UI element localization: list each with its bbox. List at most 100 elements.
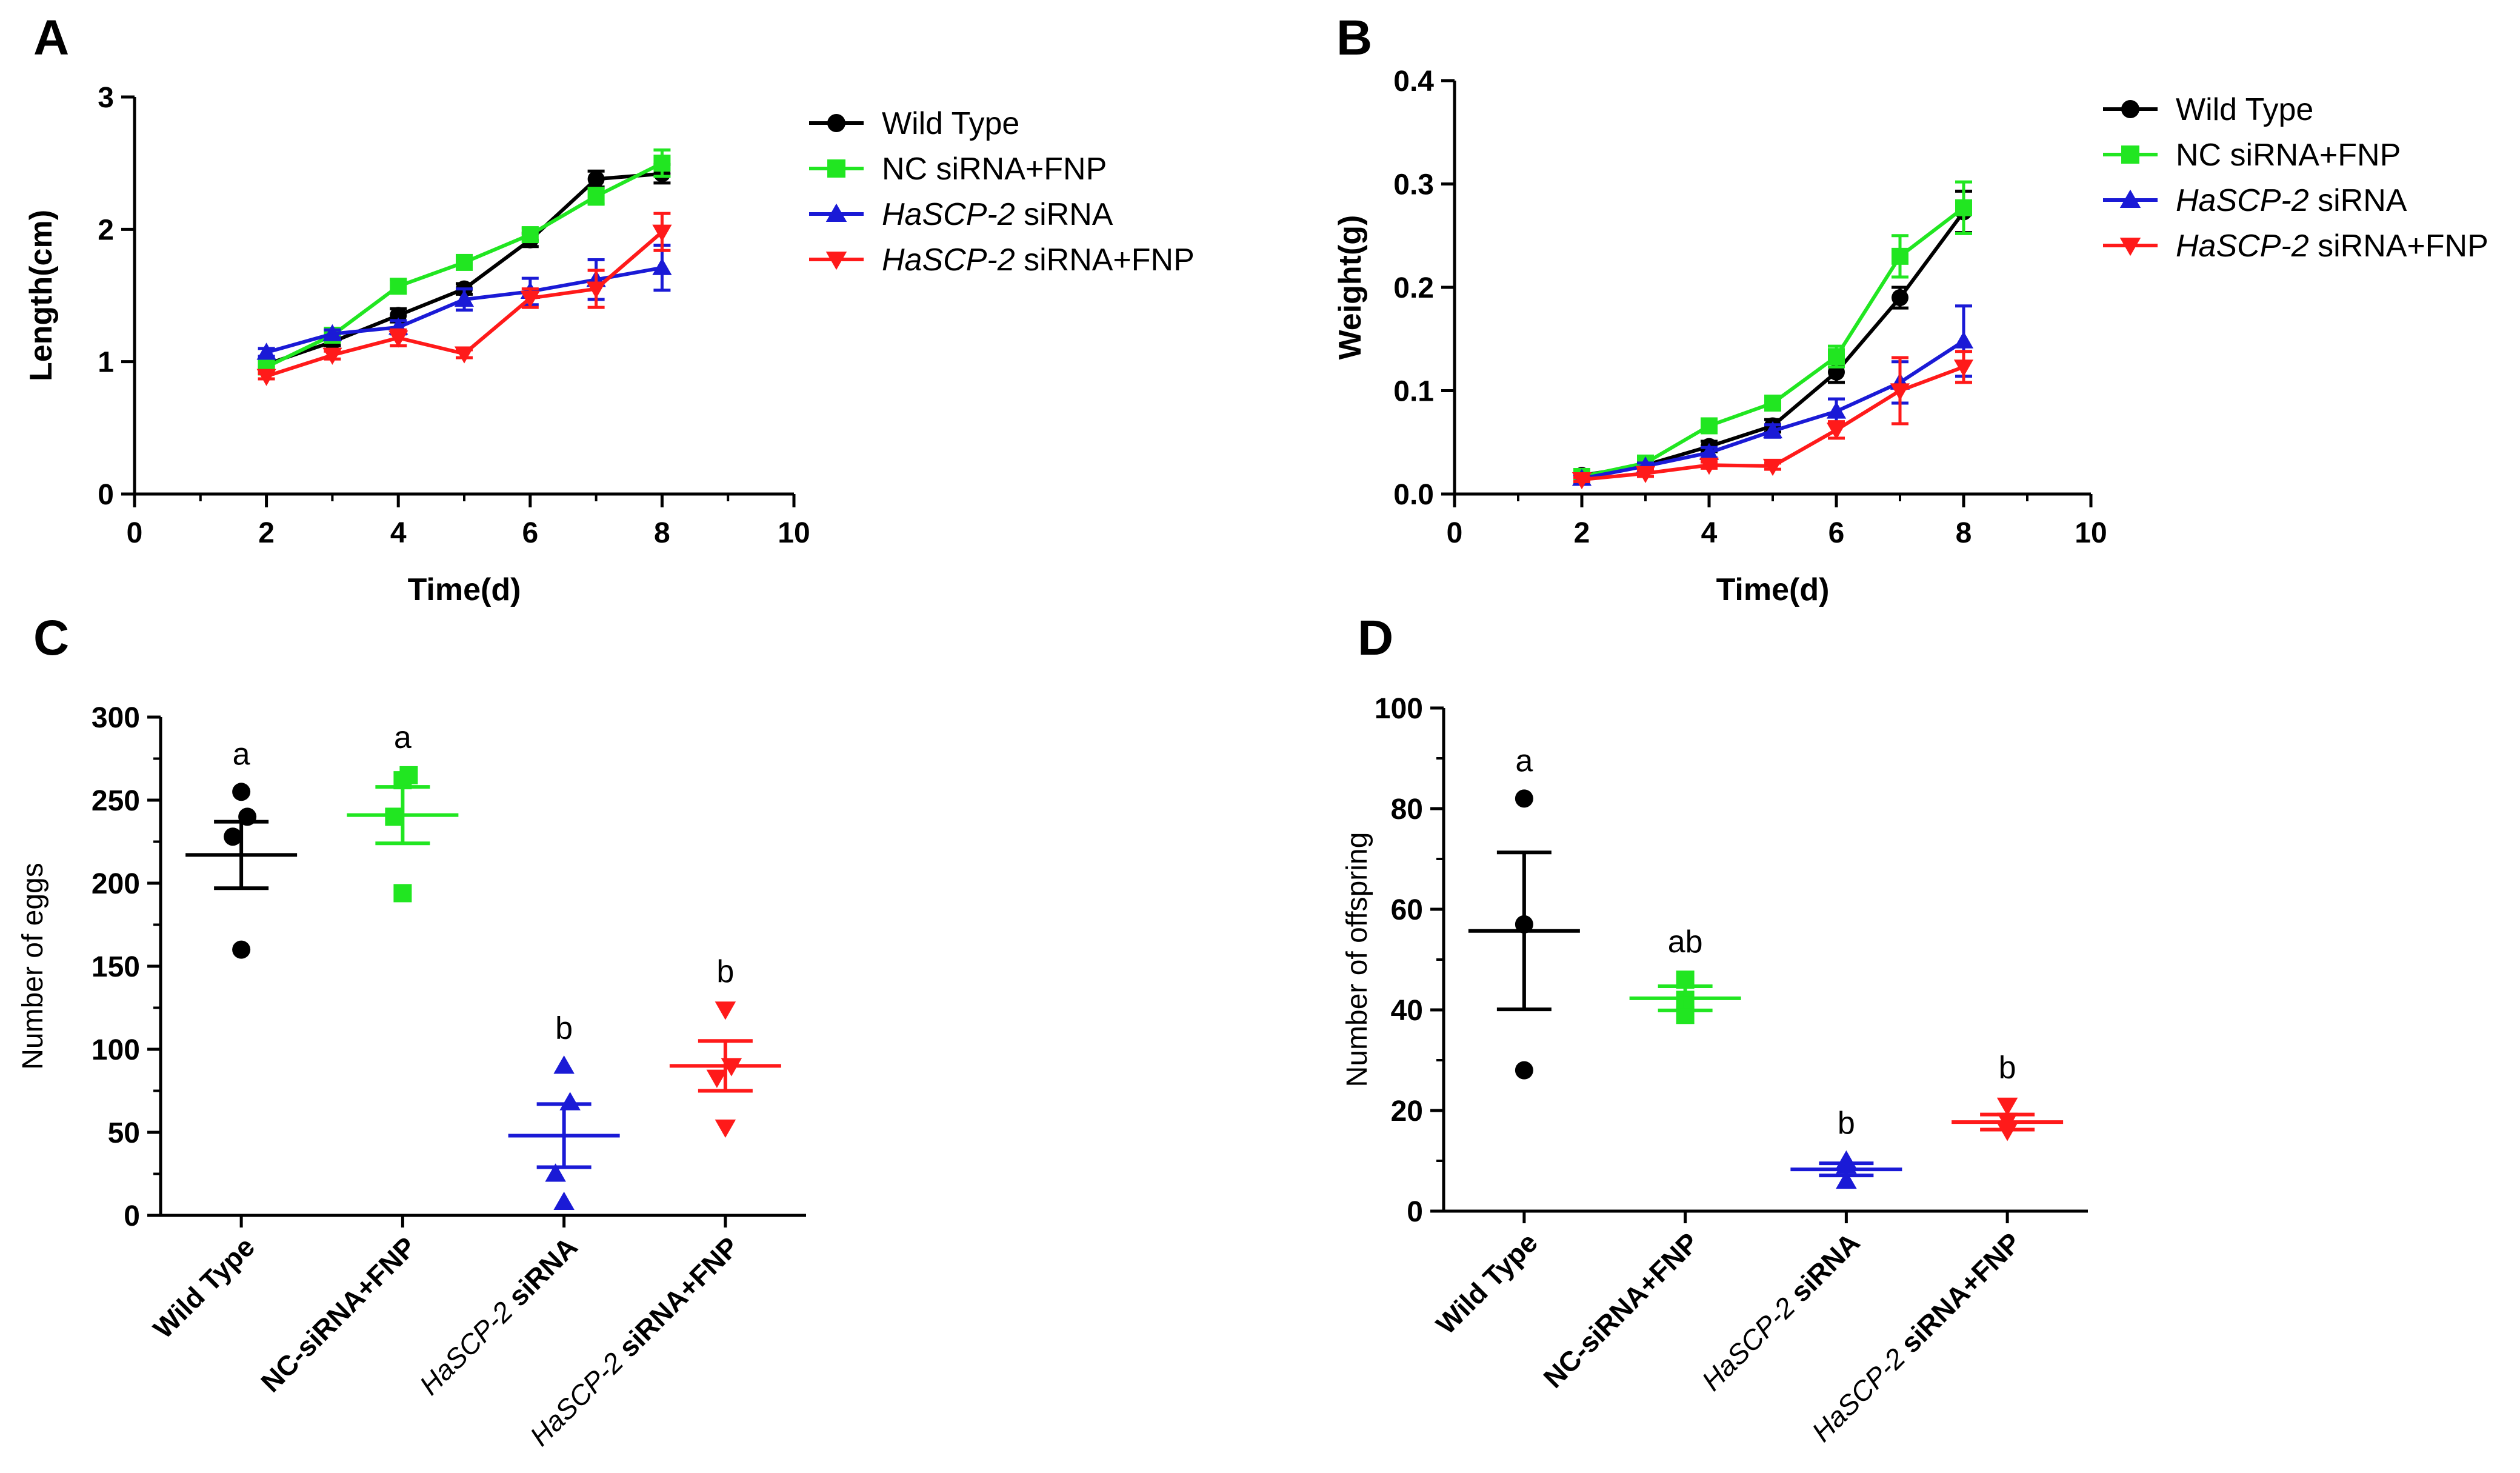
data-point bbox=[521, 226, 539, 244]
significance-letter: ab bbox=[1668, 924, 1703, 960]
data-point bbox=[715, 1001, 736, 1020]
legend-label: Wild Type bbox=[2176, 92, 2313, 127]
significance-letter: a bbox=[1515, 743, 1533, 778]
series-4 bbox=[256, 212, 672, 386]
legend-label-part: HaSCP-2 bbox=[2176, 183, 2309, 218]
significance-letter: b bbox=[1838, 1106, 1855, 1141]
y-tick-label: 0.0 bbox=[1393, 479, 1434, 511]
group-4 bbox=[669, 1001, 781, 1138]
group-3 bbox=[1790, 1150, 1902, 1189]
data-point bbox=[652, 224, 672, 242]
significance-letter: b bbox=[1999, 1050, 2016, 1086]
data-point bbox=[1826, 423, 1847, 440]
legend-label: NC siRNA+FNP bbox=[882, 152, 1107, 187]
chart-panel-c: 0 50 100 150 200 250 300 Number of eggs a Wild Ty… bbox=[17, 702, 806, 1452]
data-point bbox=[232, 783, 251, 801]
x-tick-label: 6 bbox=[522, 517, 538, 549]
data-point bbox=[1515, 789, 1533, 808]
data-point bbox=[388, 330, 408, 348]
x-tick-label: 2 bbox=[1574, 517, 1590, 549]
data-point bbox=[1515, 1061, 1533, 1080]
data-point bbox=[587, 170, 605, 188]
y-tick-label: 50 bbox=[108, 1117, 140, 1149]
data-point bbox=[322, 347, 342, 365]
x-tick-label-part: Wild Type bbox=[147, 1231, 261, 1344]
y-tick-label: 250 bbox=[92, 785, 140, 817]
data-point bbox=[399, 766, 418, 784]
x-tick-label-part: NC-siRNA+FNP bbox=[255, 1231, 422, 1398]
data-point bbox=[256, 369, 276, 386]
legend-entry-4: HaSCP-2 siRNA+FNP bbox=[2103, 229, 2488, 264]
x-tick-label: Wild Type bbox=[147, 1231, 261, 1344]
x-tick-label: NC-siRNA+FNP bbox=[255, 1231, 422, 1398]
legend-label-part: siRNA bbox=[1015, 197, 1113, 232]
y-tick-label: 200 bbox=[92, 868, 140, 900]
x-tick-label-part: HaSCP-2 bbox=[1805, 1342, 1911, 1448]
legend-entry-4: HaSCP-2 siRNA+FNP bbox=[809, 242, 1195, 278]
group-3 bbox=[508, 1055, 620, 1211]
x-axis-title: Time(d) bbox=[408, 572, 521, 607]
legend-label-part: NC siRNA+FNP bbox=[882, 152, 1107, 187]
data-point bbox=[1635, 466, 1656, 483]
legend-label-part: Wild Type bbox=[882, 106, 1019, 141]
group-1 bbox=[185, 783, 298, 959]
panel-label-b: B bbox=[1336, 10, 1372, 65]
x-tick-label-part: HaSCP-2 bbox=[524, 1346, 629, 1452]
legend-marker bbox=[825, 252, 847, 270]
y-tick-label: 60 bbox=[1391, 894, 1423, 926]
y-tick-label: 2 bbox=[98, 214, 114, 246]
series-2 bbox=[1573, 180, 1972, 486]
data-point bbox=[1892, 247, 1908, 265]
y-axis-title: Number of offspring bbox=[1341, 832, 1373, 1087]
y-tick-label: 0.1 bbox=[1393, 376, 1434, 408]
x-tick-label: 4 bbox=[1701, 517, 1718, 549]
legend-label-part: siRNA+FNP bbox=[1015, 242, 1195, 278]
data-point bbox=[653, 155, 671, 172]
x-tick-label-part: HaSCP-2 bbox=[1696, 1291, 1801, 1397]
data-point bbox=[322, 324, 342, 341]
legend-marker bbox=[827, 159, 845, 178]
legend-label-part: HaSCP-2 bbox=[882, 197, 1015, 232]
x-tick-label: HaSCP-2 siRNA bbox=[1696, 1226, 1866, 1397]
y-tick-label: 0 bbox=[1407, 1196, 1423, 1228]
legend-label-part: HaSCP-2 bbox=[2176, 229, 2309, 264]
data-point bbox=[1701, 417, 1718, 435]
x-tick-label-part: HaSCP-2 bbox=[413, 1295, 519, 1401]
legend-entry-3: HaSCP-2 siRNA bbox=[2103, 183, 2407, 218]
data-point bbox=[1892, 289, 1908, 307]
data-point bbox=[1572, 472, 1592, 490]
data-point bbox=[393, 884, 412, 903]
legend-label: HaSCP-2 siRNA bbox=[882, 197, 1113, 232]
legend-entry-2: NC siRNA+FNP bbox=[2103, 138, 2401, 173]
y-tick-label: 300 bbox=[92, 702, 140, 734]
significance-letter: a bbox=[394, 720, 412, 755]
y-tick-label: 0.3 bbox=[1393, 169, 1434, 201]
y-tick-label: 80 bbox=[1391, 793, 1423, 826]
legend-marker bbox=[2121, 145, 2139, 164]
data-point bbox=[520, 290, 540, 308]
x-tick-label: 8 bbox=[1956, 517, 1972, 549]
group-2 bbox=[1629, 970, 1741, 1024]
x-tick-label-part: siRNA bbox=[496, 1231, 583, 1317]
data-point bbox=[587, 187, 605, 205]
y-tick-label: 20 bbox=[1391, 1095, 1423, 1127]
panel-label-d: D bbox=[1358, 610, 1393, 666]
data-point bbox=[1699, 443, 1719, 460]
data-point bbox=[1828, 348, 1845, 366]
series-1 bbox=[1573, 189, 1972, 484]
y-tick-label: 100 bbox=[92, 1034, 140, 1066]
series-4 bbox=[1572, 350, 1974, 490]
x-tick-label: 6 bbox=[1828, 517, 1845, 549]
x-tick-label: 0 bbox=[127, 517, 143, 549]
y-tick-label: 0 bbox=[124, 1200, 140, 1232]
data-point bbox=[652, 258, 672, 275]
group-1 bbox=[1468, 789, 1580, 1080]
data-point bbox=[1762, 421, 1783, 439]
y-tick-label: 0 bbox=[98, 479, 114, 511]
data-point bbox=[1826, 401, 1847, 419]
y-axis-title: Weight(g) bbox=[1333, 215, 1368, 360]
x-tick-label-part: siRNA+FNP bbox=[1889, 1226, 2027, 1364]
legend-label: HaSCP-2 siRNA bbox=[2176, 183, 2407, 218]
data-point bbox=[1890, 383, 1910, 401]
